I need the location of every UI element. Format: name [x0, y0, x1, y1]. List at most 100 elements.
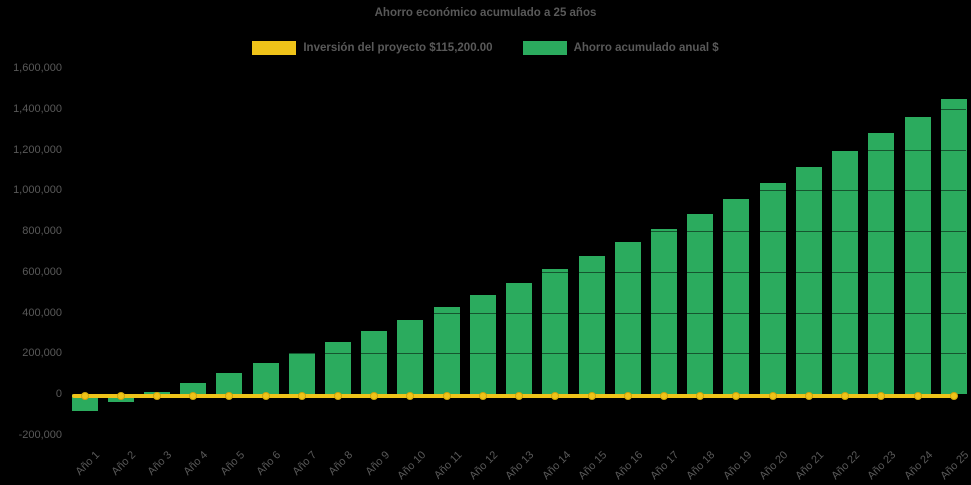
legend-item-investment: Inversión del proyecto $115,200.00: [252, 41, 493, 55]
chart-title: Ahorro económico acumulado a 25 años: [374, 7, 597, 19]
x-axis-label: Año 2: [109, 449, 139, 478]
investment-line-marker: [913, 392, 922, 400]
investment-line-marker: [478, 392, 487, 400]
investment-line-marker: [406, 392, 415, 400]
investment-line-marker: [261, 392, 270, 400]
x-axis-label: Año 1: [73, 449, 102, 478]
y-axis-tick-label: 200,000: [22, 347, 62, 360]
savings-bar-año-10: [397, 319, 424, 394]
x-axis-label: Año 22: [829, 449, 863, 483]
investment-line-marker: [841, 392, 850, 400]
savings-bar-año-4: [180, 382, 207, 394]
gridline: [66, 271, 966, 273]
x-axis-label: Año 6: [254, 449, 284, 478]
investment-legend-label: Inversión del proyecto $115,200.00: [303, 42, 493, 54]
investment-line-marker: [587, 392, 596, 400]
savings-bar-año-9: [361, 331, 388, 394]
savings-bar-año-6: [252, 363, 279, 394]
investment-line-marker: [297, 392, 306, 400]
savings-bar-año-1: [71, 394, 98, 412]
gridline: [66, 231, 966, 232]
investment-line-marker: [696, 392, 705, 400]
x-axis-label: Año 17: [648, 449, 682, 483]
gridline: [66, 190, 966, 192]
y-axis-tick-label: 1,200,000: [13, 143, 62, 156]
x-axis-label: Año 9: [362, 449, 392, 478]
investment-line-marker: [80, 392, 89, 400]
savings-bar-año-24: [904, 117, 931, 394]
savings-bar-año-17: [651, 228, 678, 394]
savings-bar-año-19: [723, 199, 750, 394]
gridline: [66, 353, 966, 355]
x-axis-label: Año 3: [145, 449, 175, 478]
savings-bar-año-5: [216, 372, 243, 394]
x-axis-label: Año 23: [865, 449, 899, 483]
investment-line-marker: [152, 392, 161, 400]
gridline: [66, 149, 966, 151]
x-axis-label: Año 19: [720, 449, 754, 483]
gridline: [66, 68, 966, 69]
investment-line-marker: [877, 392, 886, 400]
y-axis-tick-label: 0: [55, 388, 62, 400]
chart-legend: Inversión del proyecto $115,200.00 Ahorr…: [0, 41, 971, 55]
x-axis-label: Año 11: [431, 449, 465, 482]
investment-line-marker: [949, 392, 958, 400]
gridline: [66, 108, 966, 110]
x-axis-label: Año 15: [575, 449, 610, 483]
savings-legend-label: Ahorro acumulado anual $: [573, 42, 719, 54]
x-axis-label: Año 13: [503, 449, 537, 483]
legend-item-savings: Ahorro acumulado anual $: [522, 41, 719, 55]
savings-bar-año-20: [759, 183, 786, 394]
x-axis-label: Año 24: [901, 449, 936, 483]
savings-bar-año-8: [325, 341, 352, 394]
gridline: [66, 434, 966, 436]
y-axis-tick-label: 1,400,000: [13, 102, 62, 115]
investment-line-marker: [768, 392, 777, 400]
x-axis-label: Año 16: [612, 449, 646, 483]
investment-line-marker: [804, 392, 813, 400]
y-axis-tick-label: -200,000: [18, 428, 62, 441]
x-axis-label: Año 20: [757, 449, 791, 483]
y-axis-tick-label: 1,000,000: [13, 184, 62, 197]
x-axis-label: Año 7: [290, 449, 320, 478]
x-axis-label: Año 14: [539, 449, 573, 483]
x-axis-label: Año 12: [467, 449, 501, 483]
investment-line-marker: [442, 392, 451, 400]
savings-bar-año-23: [868, 133, 895, 394]
investment-line-marker: [623, 392, 632, 400]
investment-line-marker: [551, 392, 560, 400]
investment-line-marker: [370, 392, 379, 400]
y-axis-tick-label: 1,600,000: [13, 62, 62, 74]
investment-line-marker: [515, 392, 524, 400]
y-axis-tick-label: 400,000: [22, 306, 62, 319]
x-axis-label: Año 4: [181, 449, 211, 478]
x-axis-label: Año 5: [218, 449, 247, 478]
savings-legend-swatch: [522, 41, 567, 55]
y-axis-tick-label: 800,000: [22, 225, 62, 237]
savings-bar-año-25: [940, 99, 967, 394]
investment-line-marker: [116, 392, 125, 400]
investment-line-marker: [732, 392, 741, 400]
savings-bar-año-18: [687, 213, 714, 394]
x-axis-label: Año 10: [394, 449, 428, 483]
y-axis-tick-label: 600,000: [22, 265, 62, 278]
savings-bar-año-15: [578, 255, 605, 394]
x-axis-label: Año 21: [793, 449, 827, 483]
savings-bar-año-13: [506, 282, 533, 394]
x-axis-label: Año 8: [326, 449, 356, 478]
savings-bar-año-14: [542, 269, 569, 394]
x-axis-label: Año 18: [684, 449, 718, 483]
investment-line: [72, 394, 955, 398]
gridline: [66, 312, 966, 314]
investment-line-marker: [334, 392, 343, 400]
savings-bar-año-7: [288, 353, 315, 394]
x-axis-label: Año 25: [938, 449, 971, 483]
investment-line-marker: [660, 392, 669, 400]
investment-legend-swatch: [252, 41, 297, 55]
savings-bar-año-16: [614, 242, 641, 394]
savings-bar-año-21: [795, 167, 822, 394]
savings-bar-año-11: [433, 306, 460, 394]
investment-line-marker: [189, 392, 198, 400]
savings-bar-año-12: [469, 294, 496, 394]
